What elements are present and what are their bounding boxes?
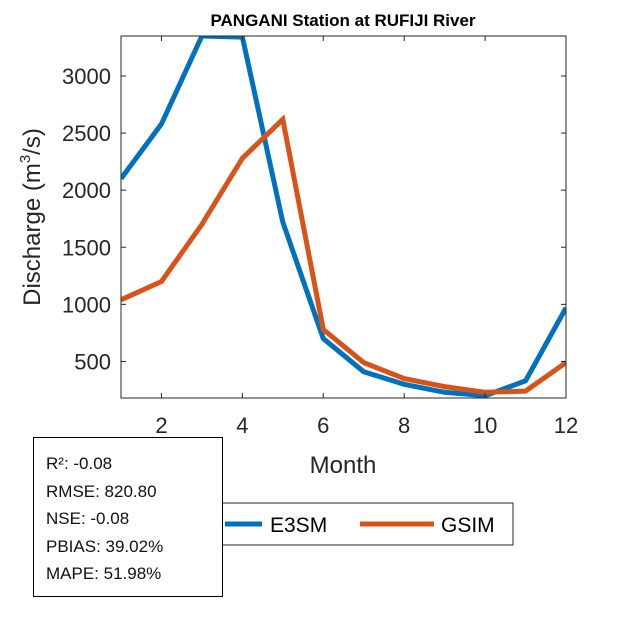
stat-pbias: PBIAS: 39.02% xyxy=(46,536,164,556)
stats-box: R²: -0.08 RMSE: 820.80 NSE: -0.08 PBIAS:… xyxy=(33,437,223,597)
y-axis-ticks: 500 1000 1500 2000 2500 3000 xyxy=(62,64,566,374)
x-axis-ticks: 2 4 6 8 10 12 xyxy=(155,36,578,438)
stat-nse: NSE: -0.08 xyxy=(46,509,130,528)
y-tick-label: 2500 xyxy=(62,121,111,146)
y-axis-label-main: Discharge (m xyxy=(19,163,46,306)
x-tick-label: 2 xyxy=(155,413,167,438)
x-tick-label: 6 xyxy=(317,413,329,438)
chart-title: PANGANI Station at RUFIJI River xyxy=(210,11,475,30)
y-tick-label: 1500 xyxy=(62,235,111,260)
x-tick-label: 12 xyxy=(554,413,578,438)
series-layer xyxy=(121,36,566,398)
x-tick-label: 10 xyxy=(473,413,497,438)
stat-mape: MAPE: 51.98% xyxy=(46,564,162,583)
x-tick-label: 8 xyxy=(398,413,410,438)
x-axis-label: Month xyxy=(310,452,377,479)
stat-r2: R²: -0.08 xyxy=(46,454,113,473)
plot-frame xyxy=(120,35,567,399)
x-tick-label: 4 xyxy=(236,413,248,438)
y-tick-label: 3000 xyxy=(62,64,111,89)
stat-rmse: RMSE: 820.80 xyxy=(46,481,157,501)
legend: E3SM GSIM xyxy=(206,502,514,546)
y-tick-label: 2000 xyxy=(62,178,111,203)
y-axis-label-sup: 3 xyxy=(17,155,34,163)
legend-label-gsim: GSIM xyxy=(441,514,495,537)
plot-area xyxy=(121,36,566,398)
y-axis-label-suffix: /s) xyxy=(19,128,46,155)
series-line-gsim xyxy=(121,114,566,395)
y-tick-label: 1000 xyxy=(62,292,111,317)
y-tick-label: 500 xyxy=(74,349,111,374)
legend-label-e3sm: E3SM xyxy=(270,514,327,537)
y-axis-label: Discharge (m3/s) xyxy=(17,128,46,306)
